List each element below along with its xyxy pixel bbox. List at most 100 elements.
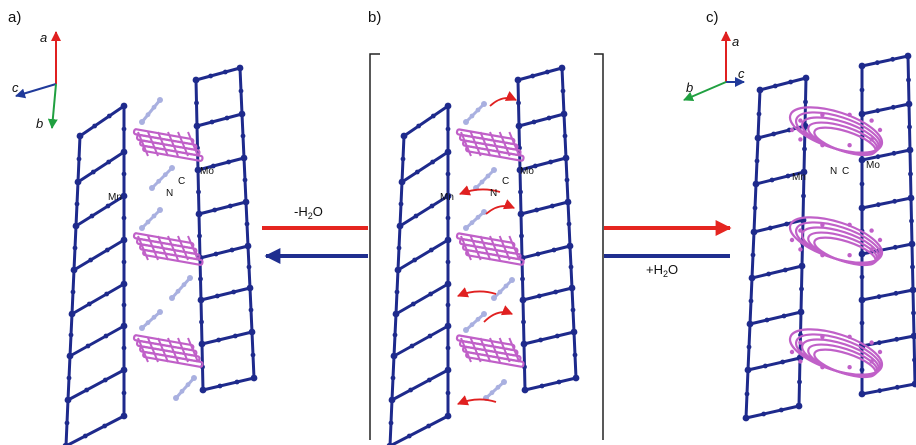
atom (560, 88, 566, 94)
atom (562, 154, 570, 162)
ligand-atom (869, 137, 874, 142)
atom (244, 221, 250, 227)
atom (120, 192, 128, 200)
ligand-bond (187, 131, 199, 157)
atom (195, 210, 203, 218)
ligand-bond (177, 131, 189, 157)
ligand-bond (167, 235, 179, 261)
atom (68, 310, 76, 318)
atom (534, 207, 540, 213)
ligand-ring (465, 249, 525, 266)
atom (151, 314, 157, 320)
ligand-atom (820, 253, 825, 258)
bond (195, 112, 244, 128)
atom (414, 169, 420, 175)
atom (224, 115, 230, 121)
bond (198, 244, 250, 260)
atom (769, 177, 775, 183)
atom (120, 236, 128, 244)
atom (429, 203, 435, 209)
atom (756, 111, 762, 117)
ligand-atom (820, 112, 825, 117)
atom (145, 320, 151, 326)
shift-arrow (457, 287, 497, 298)
atom (106, 159, 112, 165)
atom (859, 367, 865, 373)
atom (539, 383, 545, 389)
bond (174, 376, 196, 400)
atom (104, 291, 110, 297)
atom (85, 343, 91, 349)
atom (121, 215, 127, 221)
atom (761, 411, 767, 417)
atom (236, 64, 244, 72)
ligand-bond (498, 337, 511, 363)
atom (238, 110, 246, 118)
bond (464, 312, 486, 332)
axis-c-label: c (738, 66, 745, 81)
ligand-bond (157, 235, 169, 261)
atom (554, 333, 560, 339)
bond (860, 54, 910, 68)
atom (173, 395, 179, 401)
atom (764, 317, 770, 323)
ligand-atom (789, 237, 795, 243)
atom (212, 207, 218, 213)
atom (514, 76, 522, 84)
ligand-bond (479, 337, 492, 363)
axis-b-label: b (36, 116, 43, 131)
atom (86, 301, 92, 307)
atom (400, 132, 408, 140)
atom (566, 242, 574, 250)
atom (469, 113, 475, 119)
panel-a: a) a c b Mn N C Mo (8, 9, 258, 445)
ligand-atom (798, 118, 803, 123)
atom (754, 158, 760, 164)
atom (430, 113, 436, 119)
atom (185, 382, 191, 388)
atom (390, 352, 398, 360)
atom (766, 271, 772, 277)
bond (390, 368, 450, 402)
bond (396, 238, 450, 272)
ligand-bond (498, 235, 511, 261)
ligand-atom (820, 143, 825, 148)
atom (532, 163, 538, 169)
atom (746, 344, 752, 350)
ligand-atom (820, 222, 825, 227)
atom (89, 213, 95, 219)
atom (210, 163, 216, 169)
atom (906, 77, 911, 83)
ligand-ring (813, 126, 877, 157)
atom (66, 375, 72, 381)
bond (392, 324, 450, 358)
bond (200, 330, 254, 346)
atom (102, 377, 108, 383)
atom (157, 309, 163, 315)
atom (248, 307, 254, 313)
ligand-atom (869, 359, 874, 364)
axis-c-arrow (15, 83, 57, 99)
atom (767, 225, 773, 231)
atom (445, 390, 451, 396)
atom (894, 384, 900, 390)
atom (412, 257, 418, 263)
atom (88, 257, 94, 263)
atom (169, 165, 175, 171)
shift-arrow (483, 305, 513, 323)
atom (244, 242, 252, 250)
atom (495, 384, 501, 390)
atom (199, 319, 204, 325)
ligand-atom (847, 143, 852, 148)
atom (750, 228, 758, 236)
ligand-atom (877, 349, 883, 355)
atom (744, 366, 752, 374)
atom-label-c: C (842, 166, 849, 177)
atom (778, 407, 784, 413)
atom (782, 267, 788, 273)
atom-label-mo: Mo (200, 166, 214, 177)
atom (192, 76, 200, 84)
atom (410, 301, 416, 307)
atom (548, 159, 554, 165)
bond (520, 244, 572, 260)
